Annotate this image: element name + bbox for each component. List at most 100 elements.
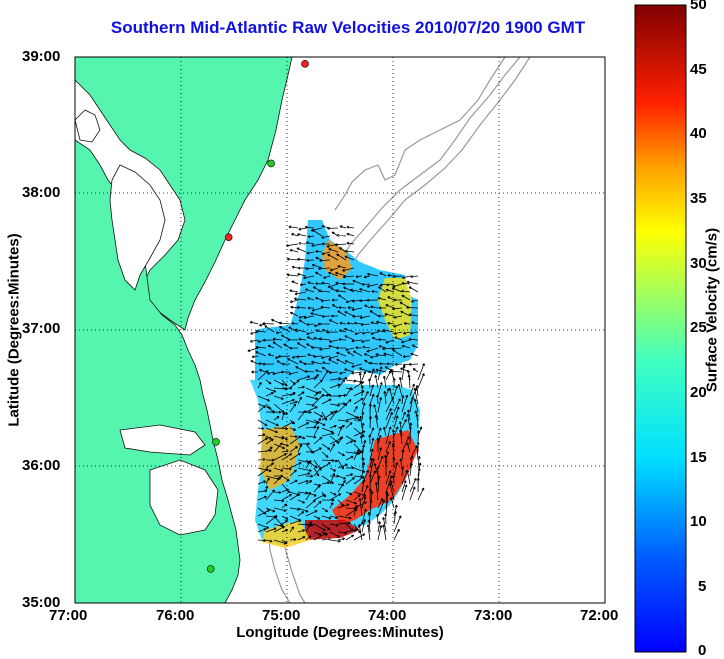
velocity-vector <box>321 370 329 381</box>
y-tick-label: 35:00 <box>22 594 61 611</box>
velocity-vector <box>272 371 283 376</box>
velocity-vector <box>313 417 321 429</box>
velocity-vector <box>366 347 379 353</box>
velocity-vector <box>364 359 371 365</box>
velocity-vector <box>329 523 339 527</box>
velocity-vector <box>406 414 411 429</box>
velocity-vector <box>361 518 367 533</box>
velocity-vector <box>289 346 299 350</box>
velocity-vector <box>337 521 351 525</box>
velocity-vector <box>403 322 411 326</box>
velocity-vector <box>378 345 387 349</box>
velocity-vector <box>331 298 339 302</box>
velocity-vector <box>328 319 339 325</box>
velocity-vector <box>376 466 380 485</box>
velocity-vector <box>305 491 317 497</box>
velocity-vector <box>257 426 265 430</box>
velocity-vector <box>385 470 392 485</box>
velocity-vector <box>383 352 395 357</box>
velocity-vector <box>337 451 345 457</box>
velocity-vector <box>321 281 331 285</box>
velocity-vector <box>257 538 267 542</box>
velocity-vector <box>329 267 339 272</box>
velocity-vector <box>361 422 365 437</box>
velocity-vector <box>289 452 301 461</box>
velocity-vector <box>329 472 336 485</box>
velocity-vector <box>298 319 307 325</box>
velocity-vector <box>297 479 309 485</box>
velocity-vector <box>281 503 288 509</box>
high-speed-sw <box>262 520 310 548</box>
velocity-vector <box>337 436 343 445</box>
velocity-vector <box>379 272 387 277</box>
grid-lines <box>75 57 605 603</box>
velocity-vector <box>345 477 355 485</box>
velocity-vector <box>336 346 347 350</box>
velocity-vector <box>374 374 379 389</box>
velocity-vector <box>384 313 395 317</box>
velocity-vector <box>297 272 307 277</box>
velocity-vector <box>409 383 415 397</box>
velocity-vector <box>410 352 419 357</box>
velocity-vector <box>385 475 393 493</box>
velocity-vector <box>310 312 323 317</box>
velocity-vector <box>337 475 346 480</box>
velocity-vector <box>281 449 289 453</box>
velocity-vector <box>401 466 405 477</box>
velocity-vector <box>321 515 332 520</box>
velocity-vector <box>377 525 383 541</box>
velocity-vector <box>359 288 371 293</box>
velocity-vector <box>257 395 270 402</box>
velocity-vector <box>382 375 387 389</box>
velocity-vector <box>328 339 339 343</box>
velocity-vector <box>321 432 335 437</box>
delaware-bay <box>74 109 101 143</box>
velocity-vector <box>410 299 419 303</box>
velocity-vector <box>275 331 283 335</box>
velocity-vector <box>250 360 259 365</box>
velocity-vector <box>368 488 372 501</box>
velocity-vector <box>377 397 383 413</box>
velocity-vector <box>376 329 387 333</box>
velocity-vector <box>318 289 331 293</box>
velocity-vector <box>393 298 403 302</box>
velocity-vector <box>315 369 323 373</box>
velocity-vector <box>377 382 383 397</box>
velocity-vector <box>369 470 376 485</box>
velocity-vector <box>345 299 355 304</box>
velocity-vector <box>401 344 411 349</box>
velocity-vector <box>393 323 403 328</box>
velocity-vector <box>409 396 414 413</box>
velocity-vector <box>286 257 299 261</box>
velocity-vector <box>363 353 371 357</box>
velocity-vector <box>392 457 396 469</box>
velocity-vector <box>392 474 396 485</box>
velocity-vector <box>378 362 387 366</box>
colorbar-tick-label: 15 <box>690 449 707 466</box>
velocity-vector <box>344 311 355 317</box>
velocity-vector <box>410 275 419 279</box>
velocity-vector <box>297 472 311 477</box>
velocity-vector <box>305 395 319 400</box>
velocity-vector <box>313 500 322 509</box>
velocity-vector <box>321 443 331 450</box>
velocity-vector <box>321 411 334 421</box>
velocity-vector <box>297 410 306 421</box>
velocity-vector <box>288 225 299 229</box>
velocity-vector <box>313 515 321 520</box>
velocity-vector <box>281 467 292 471</box>
velocity-vector <box>304 225 315 229</box>
velocity-vector <box>317 322 331 326</box>
velocity-vector <box>392 283 403 288</box>
velocity-vector <box>393 426 399 437</box>
velocity-vector <box>273 453 287 461</box>
velocity-vector <box>330 314 339 318</box>
velocity-vector <box>313 419 326 426</box>
velocity-vector <box>339 321 347 325</box>
velocity-vector <box>280 370 291 374</box>
velocity-vector <box>265 515 278 525</box>
velocity-vector <box>377 314 387 318</box>
x-tick-label: 73:00 <box>474 607 513 624</box>
velocity-vector <box>321 235 331 239</box>
velocity-vector <box>358 498 363 517</box>
